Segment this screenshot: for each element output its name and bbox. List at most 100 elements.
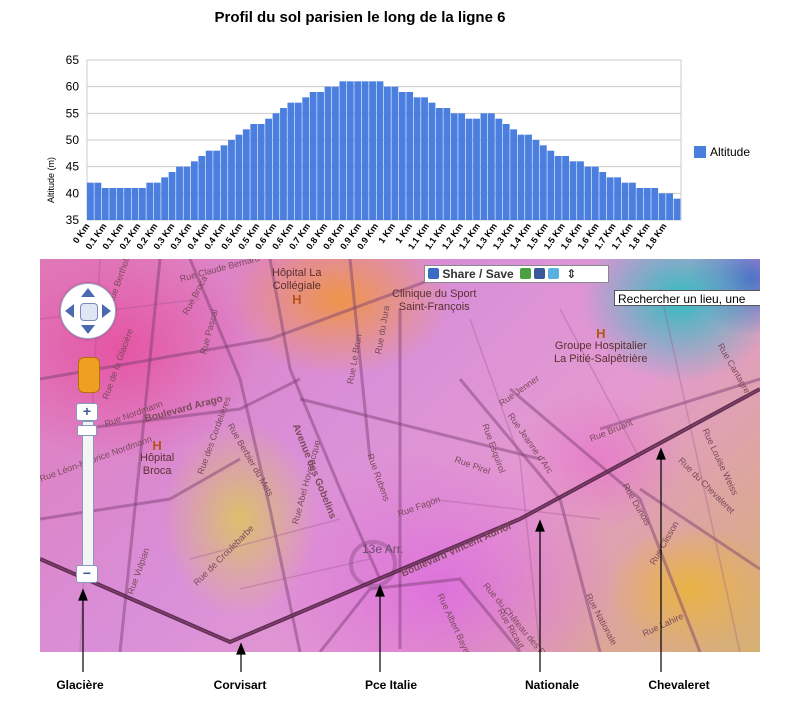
y-tick-label: 60 [66,80,80,94]
bar [606,177,614,220]
zoom-slider-track[interactable] [82,421,94,571]
y-tick-label: 50 [66,133,80,147]
bar [502,124,510,220]
refresh-icon[interactable] [520,268,532,279]
bar [510,129,518,220]
bar [539,145,547,220]
bar [673,198,681,220]
twitter-icon[interactable] [548,268,560,279]
x-tick-label: 1 Km [376,221,397,245]
x-axis-ticks: 0 Km0.1 Km0.1 Km0.2 Km0.2 Km0.3 Km0.3 Km… [71,221,669,251]
bar [599,172,607,220]
poi-hopital-broca[interactable]: H Hôpital Broca [140,439,174,478]
chevron-updown-icon[interactable]: ⇕ [566,267,577,281]
pan-control[interactable] [60,283,116,339]
map-view[interactable]: Hôpital La Collégiale H Clinique du Spor… [40,259,760,652]
bar [168,172,176,220]
station-label-corvisart: Corvisart [213,678,267,692]
hospital-marker-icon: H [152,438,162,453]
street-view-pegman-icon[interactable] [78,357,100,393]
bar [198,156,206,220]
bar [480,113,488,220]
bar [87,182,94,220]
poi-hopital-la-collegiale[interactable]: Hôpital La Collégiale H [272,267,322,306]
bar [280,108,287,220]
poi-label-line2: Saint-François [398,301,470,313]
y-axis-label: Altitude (m) [46,157,56,203]
bar [406,92,414,220]
bar [621,182,629,220]
station-label-chevaleret: Chevaleret [648,678,710,692]
zoom-slider-handle[interactable] [77,425,97,436]
bar [161,177,169,220]
bar [614,177,621,220]
pan-down-icon[interactable] [81,325,95,334]
y-tick-label: 55 [66,106,80,120]
bar [465,118,473,220]
bar [577,161,584,220]
bar [421,97,428,220]
bar [272,113,280,220]
bar [495,118,503,220]
altitude-bar-chart: 35 40 45 50 55 60 65 0 Km0.1 Km0.1 Km0.2 Km0.2… [46,53,750,251]
poi-pitie-salpetriere[interactable]: H Groupe Hospitalier La Pitié-Salpêtrièr… [554,327,648,366]
bar [183,166,191,220]
bar [636,188,644,220]
bar [213,150,221,220]
y-tick-label: 65 [66,53,80,67]
poi-label-line1: Hôpital La [272,267,322,279]
zoom-out-button[interactable]: − [76,565,98,583]
pan-up-icon[interactable] [81,288,95,297]
legend-swatch-altitude [694,146,706,158]
bar [398,92,406,220]
bar [569,161,577,220]
facebook-icon[interactable] [534,268,546,279]
bar [666,193,673,220]
share-save-bar[interactable]: Share / Save ⇕ [424,265,609,283]
share-save-label[interactable]: Share / Save [442,267,514,281]
bar [109,188,117,220]
bar [294,102,302,220]
hospital-marker-icon: H [596,326,606,341]
legend-label-altitude: Altitude [710,145,750,159]
station-label-nationale: Nationale [524,678,580,692]
pan-right-icon[interactable] [102,304,111,318]
bar [190,161,198,220]
bar [94,182,102,220]
bar [332,86,339,220]
poi-label-line1: Hôpital [140,452,175,464]
bar [220,145,228,220]
poi-label-line1: Groupe Hospitalier [554,340,647,352]
bar [242,129,250,220]
poi-clinique-du-sport[interactable]: Clinique du Sport Saint-François [392,288,476,314]
bar [473,118,480,220]
bar [413,97,421,220]
poi-label-line2: Broca [142,465,172,477]
bar [302,97,310,220]
plus-icon[interactable] [428,268,439,279]
bar [124,188,131,220]
pan-left-icon[interactable] [65,304,74,318]
bar [487,113,495,220]
bar [317,92,324,220]
bar [517,134,525,220]
station-label-pce-italie: Pce Italie [364,678,418,692]
bar [443,108,451,220]
search-input[interactable]: Rechercher un lieu, une [614,290,760,306]
zoom-in-button[interactable]: + [76,403,98,421]
bar [101,188,109,220]
bar [658,193,666,220]
bar [376,81,384,220]
bar [651,188,659,220]
bar [361,81,369,220]
chart-legend: Altitude [694,145,750,159]
poi-label-line2: La Pitié-Salpêtrière [554,353,648,365]
bar [176,166,183,220]
bar [428,102,436,220]
poi-label-line1: Clinique du Sport [392,288,477,300]
y-tick-label: 35 [66,213,80,227]
bar [346,81,354,220]
chart-title: Profil du sol parisien le long de la lig… [214,9,506,26]
bar [131,188,139,220]
bar [257,124,265,220]
